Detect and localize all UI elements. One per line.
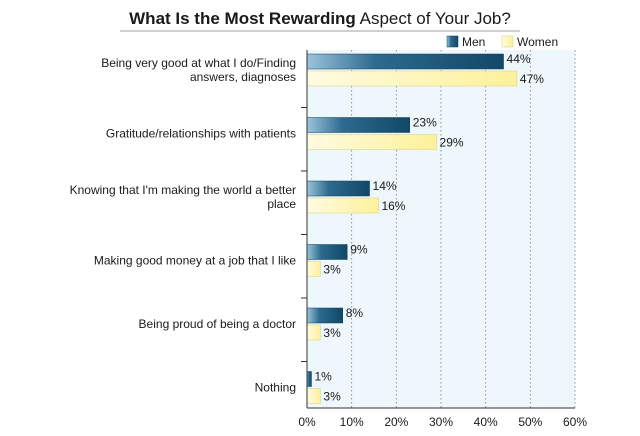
data-label-men: 23% [413,116,437,130]
category-label: Knowing that I'm making the world a bett… [70,183,296,197]
bar-men [306,244,348,260]
x-tick-label: 60% [563,415,587,429]
category-label: Gratitude/relationships with patients [106,127,296,141]
category-label: Making good money at a job that I like [94,254,296,268]
x-tick-label: 50% [518,415,542,429]
legend-swatch-men [446,35,459,48]
plot-area [307,50,575,408]
x-tick-label: 20% [384,415,408,429]
x-tick-label: 0% [298,415,316,429]
category-label: Nothing [255,381,296,395]
data-label-women: 3% [323,390,341,404]
bar-women [306,70,518,87]
data-label-men: 14% [373,179,397,193]
bar-men [306,117,410,133]
data-label-women: 3% [323,263,341,277]
category-label: place [267,197,296,211]
legend-label-men: Men [462,35,485,49]
x-tick-label: 10% [340,415,364,429]
bar-men [306,53,504,70]
legend-swatch-women [501,35,514,48]
chart-title: What Is the Most Rewarding Aspect of You… [129,9,511,28]
bar-men [306,180,370,197]
data-label-women: 16% [381,199,405,213]
x-tick-label: 30% [429,415,453,429]
data-label-men: 1% [314,370,332,384]
chart-title-bold: What Is the Most Rewarding [129,9,356,28]
bar-women [306,134,437,150]
category-label: Being proud of being a doctor [139,317,296,331]
legend-label-women: Women [517,35,558,49]
bar-women [306,261,321,277]
bar-men [306,307,343,324]
bar-women [306,388,321,404]
data-label-men: 44% [507,52,531,66]
bar-women [306,197,379,214]
data-label-men: 9% [350,243,368,257]
category-label: Being very good at what I do/Finding [101,56,296,70]
bar-women [306,324,321,341]
x-tick-label: 40% [474,415,498,429]
bar-men [306,371,312,387]
data-label-men: 8% [346,306,364,320]
category-label: answers, diagnoses [190,70,296,84]
chart-title-rest: Aspect of Your Job? [356,9,511,28]
data-label-women: 47% [520,72,544,86]
data-label-women: 3% [323,326,341,340]
data-label-women: 29% [440,136,464,150]
title-underline [120,30,520,32]
